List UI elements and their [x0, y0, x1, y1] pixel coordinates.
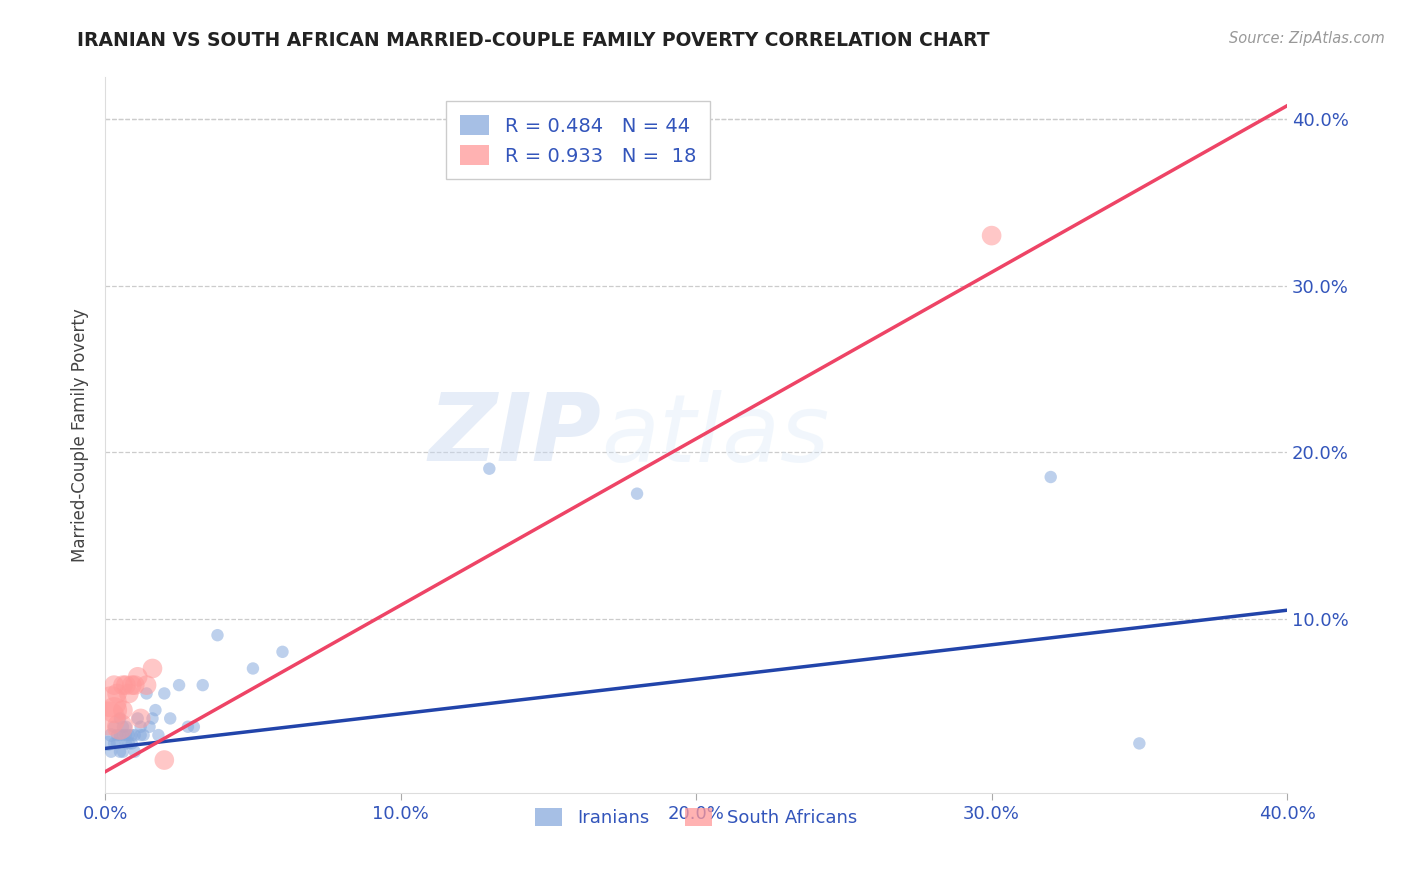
- Point: [105, 686, 128, 700]
- Point: [124, 728, 146, 742]
- Point: [207, 628, 229, 642]
- Point: [103, 678, 125, 692]
- Point: [177, 720, 200, 734]
- Point: [118, 736, 141, 750]
- Point: [111, 703, 134, 717]
- Text: ZIP: ZIP: [429, 390, 602, 482]
- Point: [111, 745, 134, 759]
- Point: [191, 678, 214, 692]
- Point: [115, 728, 138, 742]
- Point: [167, 678, 190, 692]
- Point: [127, 711, 149, 725]
- Point: [478, 461, 501, 475]
- Point: [141, 711, 163, 725]
- Point: [108, 711, 131, 725]
- Point: [111, 720, 134, 734]
- Point: [108, 728, 131, 742]
- Point: [97, 736, 120, 750]
- Point: [103, 703, 125, 717]
- Point: [183, 720, 205, 734]
- Point: [103, 720, 125, 734]
- Point: [127, 670, 149, 684]
- Point: [121, 728, 143, 742]
- Point: [118, 728, 141, 742]
- Text: Source: ZipAtlas.com: Source: ZipAtlas.com: [1229, 31, 1385, 46]
- Point: [135, 678, 157, 692]
- Point: [105, 736, 128, 750]
- Point: [121, 678, 143, 692]
- Point: [121, 736, 143, 750]
- Text: atlas: atlas: [602, 390, 830, 481]
- Point: [124, 678, 146, 692]
- Point: [100, 745, 122, 759]
- Y-axis label: Married-Couple Family Poverty: Married-Couple Family Poverty: [72, 309, 89, 562]
- Point: [980, 228, 1002, 243]
- Point: [115, 736, 138, 750]
- Point: [100, 695, 122, 709]
- Point: [148, 728, 170, 742]
- Point: [153, 753, 176, 767]
- Point: [1039, 470, 1062, 484]
- Point: [129, 728, 152, 742]
- Point: [141, 661, 163, 675]
- Text: IRANIAN VS SOUTH AFRICAN MARRIED-COUPLE FAMILY POVERTY CORRELATION CHART: IRANIAN VS SOUTH AFRICAN MARRIED-COUPLE …: [77, 31, 990, 50]
- Point: [153, 686, 176, 700]
- Point: [124, 745, 146, 759]
- Point: [138, 720, 160, 734]
- Point: [100, 728, 122, 742]
- Point: [103, 736, 125, 750]
- Point: [159, 711, 181, 725]
- Point: [135, 686, 157, 700]
- Point: [97, 711, 120, 725]
- Point: [115, 720, 138, 734]
- Point: [108, 720, 131, 734]
- Point: [145, 703, 167, 717]
- Point: [132, 728, 155, 742]
- Point: [118, 686, 141, 700]
- Point: [1128, 736, 1150, 750]
- Point: [129, 711, 152, 725]
- Point: [105, 728, 128, 742]
- Point: [129, 720, 152, 734]
- Point: [626, 486, 648, 500]
- Point: [115, 678, 138, 692]
- Point: [271, 645, 294, 659]
- Point: [242, 661, 264, 675]
- Point: [111, 678, 134, 692]
- Point: [111, 728, 134, 742]
- Legend: Iranians, South Africans: Iranians, South Africans: [529, 801, 865, 834]
- Point: [108, 745, 131, 759]
